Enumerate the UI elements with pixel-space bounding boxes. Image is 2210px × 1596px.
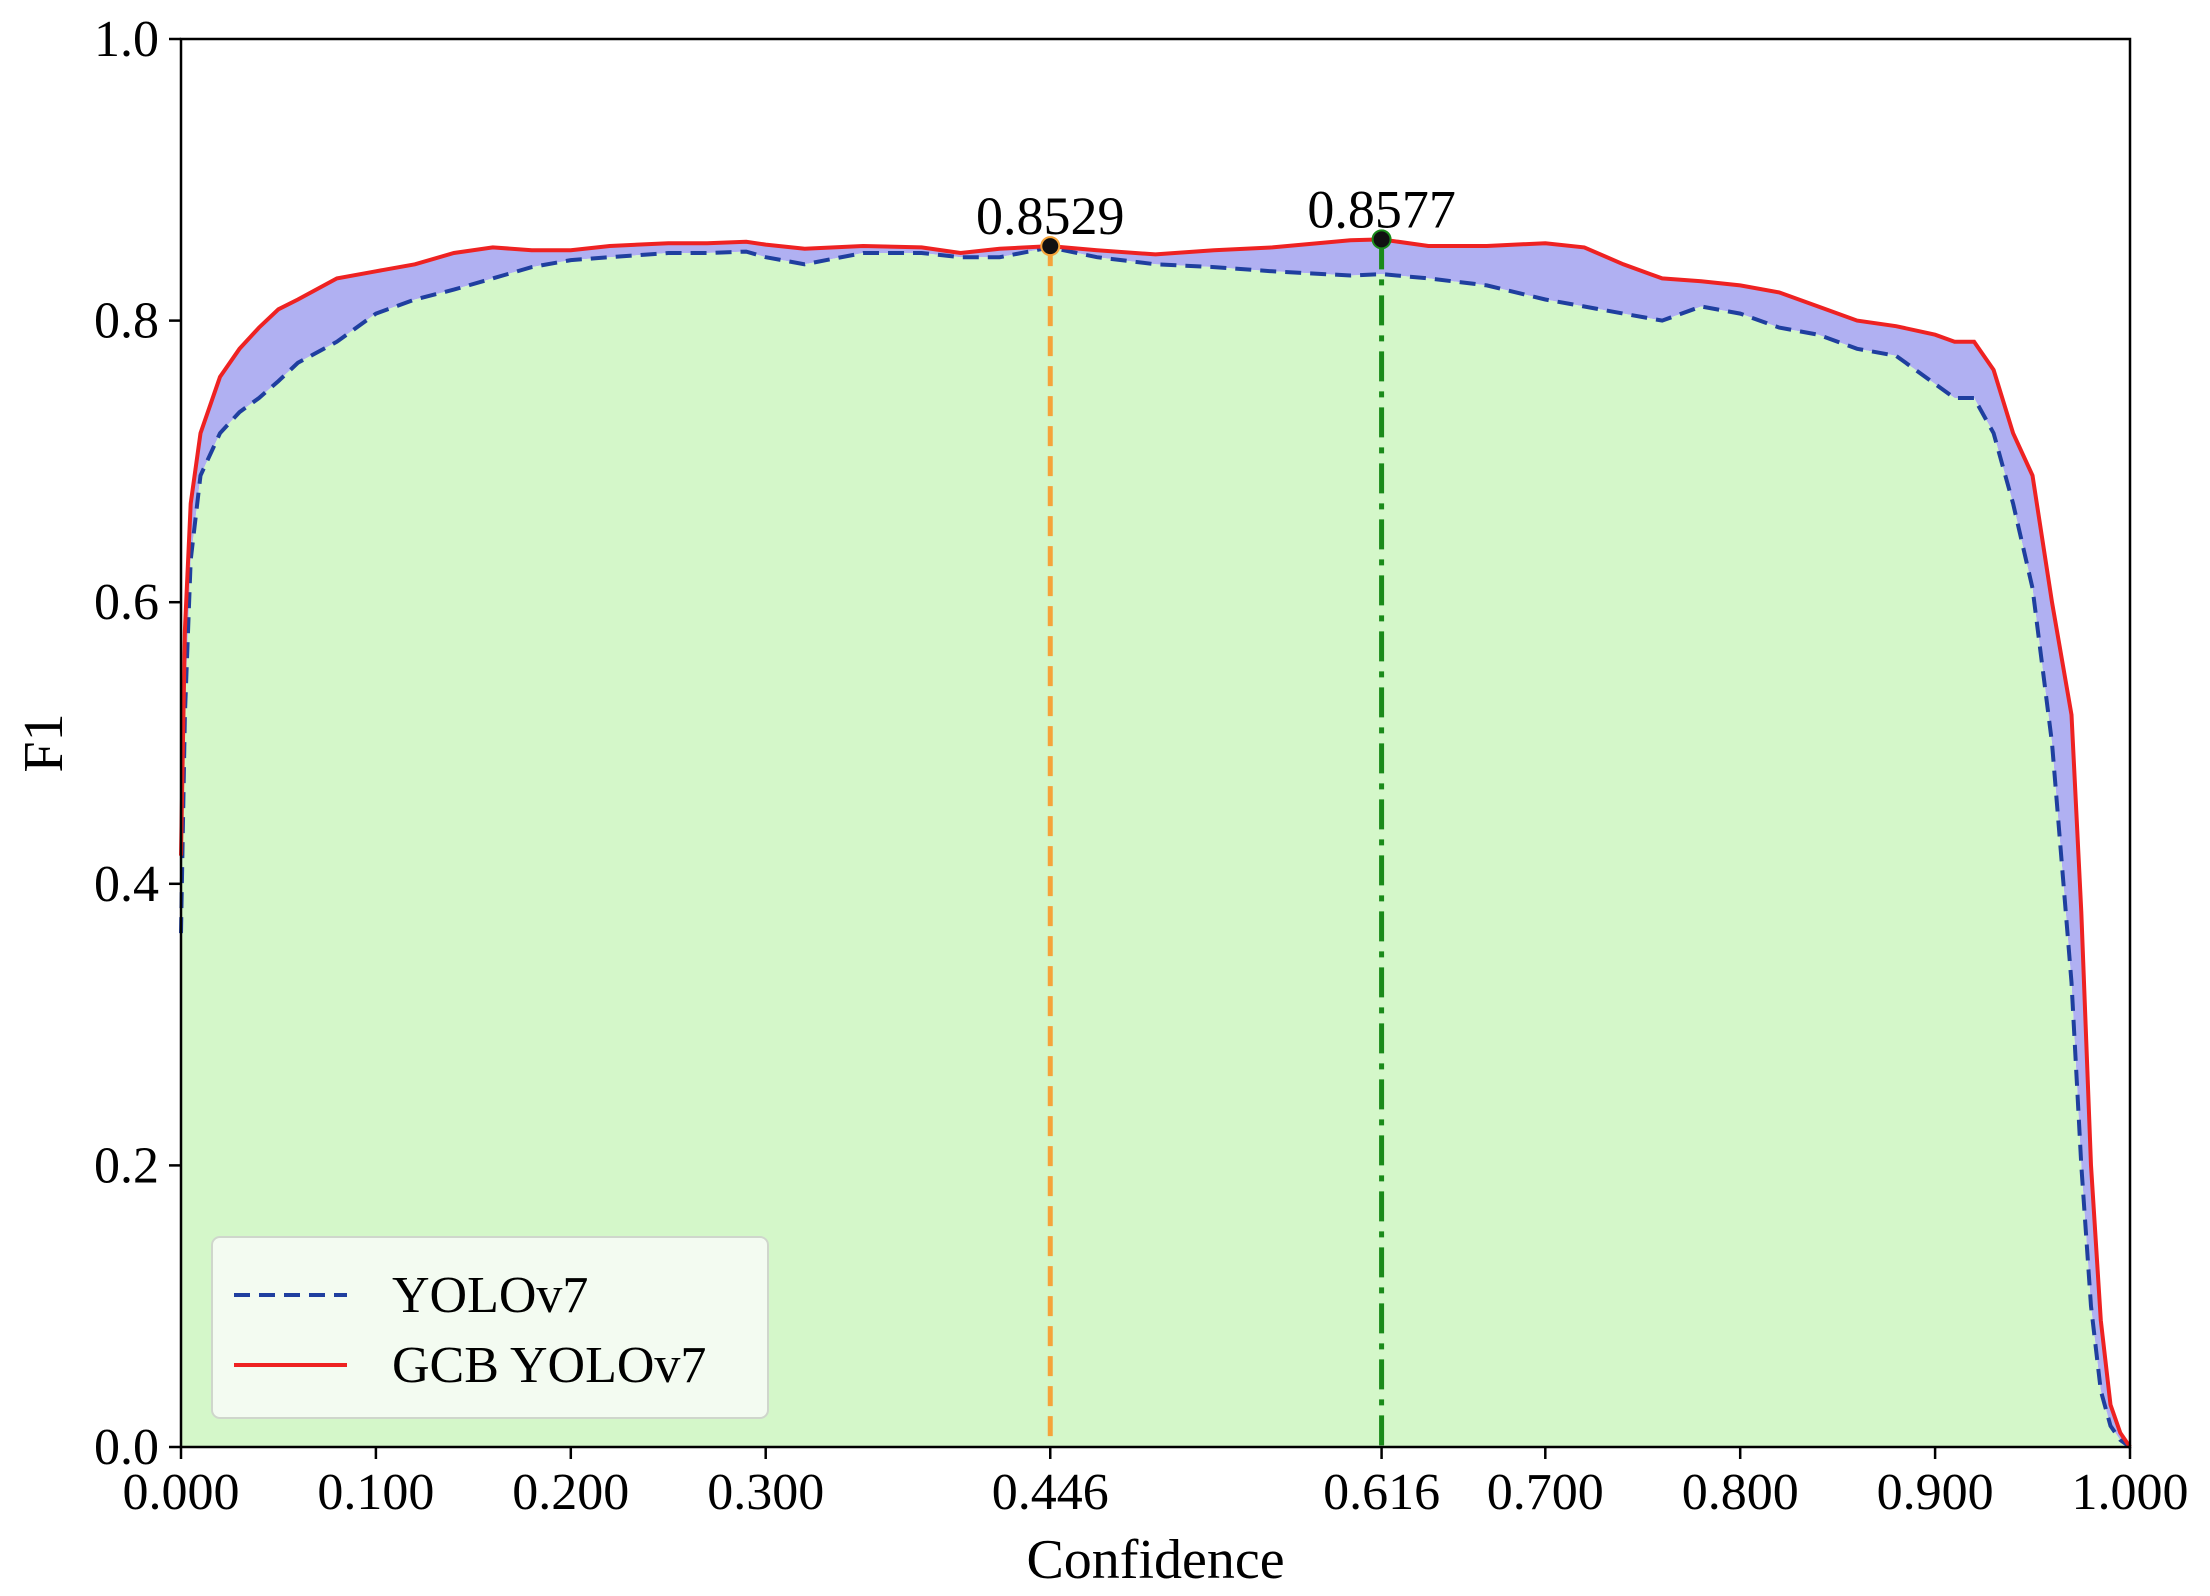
- x-axis-ticks: 0.000 0.100 0.200 0.300 0.446 0.616 0.700 0.800…: [123, 1447, 2189, 1521]
- series-line-yolov7: [179, 245, 2132, 1449]
- x-tick-label: 0.900: [1877, 1464, 1994, 1521]
- peak-label-2: 0.8577: [1307, 179, 1456, 239]
- yolov7-area-fill: [181, 247, 2130, 1447]
- gcb-yolov7-area-fill: [181, 239, 2130, 1447]
- x-tick-label: 0.446: [992, 1464, 1109, 1521]
- x-tick-label: 0.300: [707, 1464, 824, 1521]
- y-tick-label: 0.4: [94, 856, 159, 913]
- legend-label-1: YOLOv7: [392, 1267, 588, 1324]
- y-tick-label: 0.2: [94, 1137, 159, 1194]
- y-tick-label: 0.0: [94, 1419, 159, 1476]
- x-tick-label: 0.000: [123, 1464, 240, 1521]
- peak-point-1: [1040, 236, 1061, 257]
- legend-box: [211, 1236, 769, 1419]
- area-fills: [181, 239, 2130, 1447]
- y-axis-ticks: 0.0 0.2 0.4 0.6 0.8 1.0: [94, 11, 181, 1476]
- series-line-gcb-yolov7: [179, 237, 2132, 1449]
- series-lines: [179, 237, 2132, 1449]
- x-tick-label: 0.100: [317, 1464, 434, 1521]
- x-tick-label: 0.800: [1682, 1464, 1799, 1521]
- x-tick-label: 0.616: [1323, 1464, 1440, 1521]
- y-axis-title: F1: [13, 713, 75, 772]
- plot-frame: [179, 37, 2132, 1449]
- x-tick-label: 0.700: [1487, 1464, 1604, 1521]
- y-tick-label: 0.6: [94, 574, 159, 631]
- y-tick-label: 1.0: [94, 11, 159, 68]
- x-axis-title: Confidence: [1026, 1529, 1284, 1591]
- x-tick-label: 0.200: [512, 1464, 629, 1521]
- peak-annotations: 0.8529 0.8577: [976, 179, 1456, 1447]
- peak-label-1: 0.8529: [976, 186, 1125, 246]
- peak-point-2: [1371, 229, 1392, 250]
- y-tick-label: 0.8: [94, 293, 159, 350]
- legend: YOLOv7 GCB YOLOv7: [211, 1236, 769, 1419]
- x-tick-label: 1.000: [2072, 1464, 2189, 1521]
- legend-label-2: GCB YOLOv7: [392, 1337, 706, 1394]
